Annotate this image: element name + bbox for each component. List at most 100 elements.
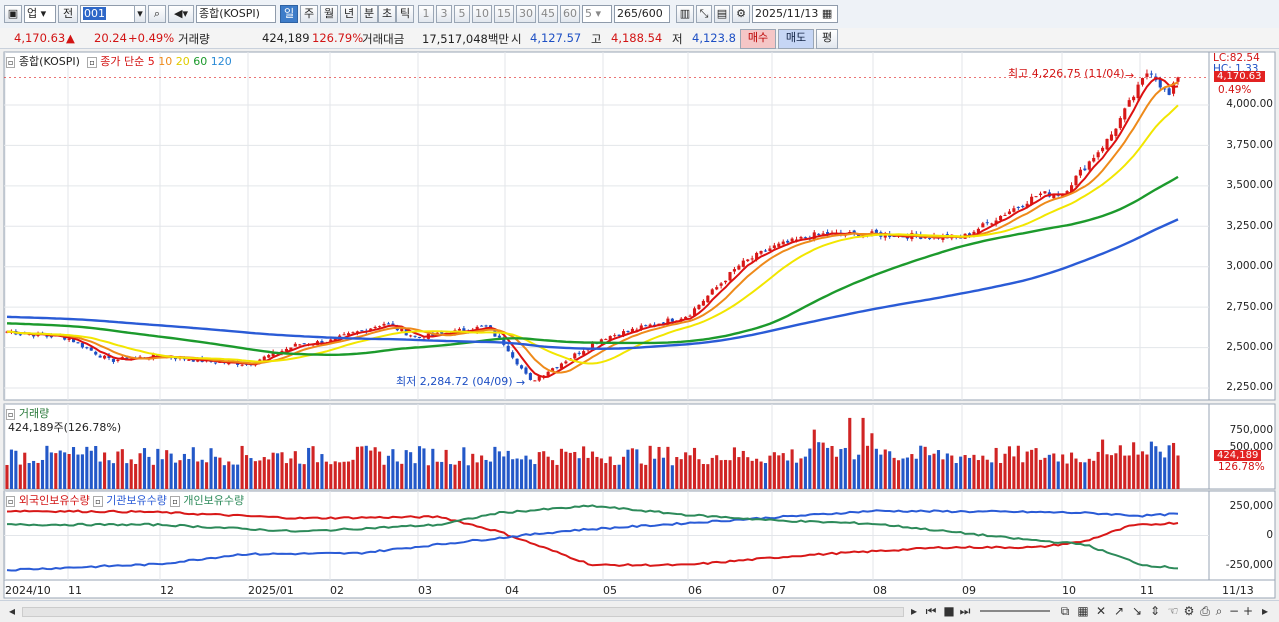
candle: [630, 328, 634, 332]
candle: [559, 363, 564, 369]
period-second[interactable]: 초: [378, 5, 396, 23]
minute-3[interactable]: 3: [436, 5, 452, 23]
volume-bar: [253, 461, 257, 489]
scrollbar[interactable]: [22, 607, 904, 617]
chart-canvas[interactable]: →→: [0, 48, 1279, 621]
hand-icon[interactable]: ☜: [1167, 604, 1179, 618]
grid-icon[interactable]: ▦: [1077, 604, 1089, 618]
minute-60[interactable]: 60: [560, 5, 580, 23]
zoom-icon[interactable]: ⌕: [1215, 604, 1223, 618]
index-name: 종합(KOSPI): [18, 55, 80, 68]
volume-bar: [888, 451, 892, 489]
volume-bar: [794, 462, 799, 489]
volume-bar: [27, 463, 31, 489]
volume-bar: [49, 452, 53, 489]
scroll-left-icon[interactable]: ◂: [8, 604, 16, 618]
copy-icon[interactable]: ⧉: [1060, 604, 1070, 618]
minute-5[interactable]: 5: [454, 5, 470, 23]
volume-bar: [453, 464, 457, 489]
zoom-slider[interactable]: [980, 610, 1050, 612]
candle: [692, 308, 697, 316]
minute-45[interactable]: 45: [538, 5, 558, 23]
volume-bar: [715, 455, 719, 489]
volume-bar: [732, 447, 736, 489]
volume-bar: [1052, 453, 1056, 489]
period-day[interactable]: 일: [280, 5, 298, 23]
volume-bar: [182, 453, 186, 489]
speaker-icon[interactable]: ◀▾: [168, 5, 194, 23]
ma-menu-icon[interactable]: ▫: [87, 57, 97, 68]
volume-bar: [391, 449, 395, 489]
volume-bar: [551, 460, 555, 489]
candle-icon[interactable]: ▥: [676, 5, 694, 23]
save-icon[interactable]: ▤: [714, 5, 730, 23]
minute-30[interactable]: 30: [516, 5, 536, 23]
volume-bar: [449, 464, 453, 489]
layout-icon[interactable]: ▣: [4, 5, 22, 23]
candle: [89, 347, 93, 351]
x-label: 12: [160, 584, 174, 597]
volume-bar: [981, 455, 985, 489]
pane-menu-icon[interactable]: ▫: [6, 409, 16, 420]
volume-bar: [165, 450, 169, 489]
tool-icon[interactable]: ⤡: [696, 5, 712, 23]
buy-button[interactable]: 매수: [740, 29, 776, 49]
market-select[interactable]: 업 ▾: [24, 5, 56, 23]
settings-icon[interactable]: ⚙: [1183, 604, 1195, 618]
period-tick[interactable]: 틱: [396, 5, 414, 23]
candle: [710, 289, 714, 295]
period-year[interactable]: 년: [340, 5, 358, 23]
period-week[interactable]: 주: [300, 5, 318, 23]
code-dropdown-icon[interactable]: ▾: [134, 5, 146, 23]
sell-button[interactable]: 매도: [778, 29, 814, 49]
date-input[interactable]: 2025/11/13 ▦: [752, 5, 838, 23]
period-minute[interactable]: 분: [360, 5, 378, 23]
volume-bar: [967, 457, 972, 489]
next-icon[interactable]: ⏭: [959, 604, 971, 618]
draw-icon[interactable]: ↘: [1131, 604, 1143, 618]
search-icon[interactable]: ⌕: [148, 5, 166, 23]
volume-bar: [719, 460, 723, 489]
volume-bar: [431, 448, 435, 489]
plus-icon[interactable]: +: [1242, 604, 1254, 618]
stop-icon[interactable]: ■: [943, 604, 955, 618]
volume-bar: [355, 446, 359, 489]
candle: [1118, 118, 1122, 129]
candle: [1003, 214, 1007, 216]
x-label: 10: [1062, 584, 1076, 597]
minute-10[interactable]: 10: [472, 5, 492, 23]
pane-menu-icon[interactable]: ▫: [93, 496, 103, 507]
volume-bar: [71, 447, 76, 489]
mode-button[interactable]: 전: [58, 5, 78, 23]
pan-icon[interactable]: ⇕: [1149, 604, 1161, 618]
minute-1[interactable]: 1: [418, 5, 434, 23]
volume-bar: [923, 446, 927, 489]
volume-bar: [821, 442, 825, 489]
draw-icon[interactable]: ↗: [1113, 604, 1125, 618]
pane-menu-icon[interactable]: ▫: [6, 57, 16, 68]
cross-icon[interactable]: ✕: [1095, 604, 1107, 618]
candle: [63, 336, 67, 340]
unit-select[interactable]: 5 ▾: [582, 5, 612, 23]
pane-menu-icon[interactable]: ▫: [6, 496, 16, 507]
export-icon[interactable]: ⎙: [1200, 604, 1210, 618]
gear-icon[interactable]: ⚙: [732, 5, 750, 23]
eval-button[interactable]: 평: [816, 29, 838, 49]
scroll-right-icon[interactable]: ▸: [910, 604, 918, 618]
count-input[interactable]: 265/600: [614, 5, 670, 23]
pane-menu-icon[interactable]: ▫: [170, 496, 180, 507]
volume-bar: [617, 464, 621, 489]
scroll-right-end-icon[interactable]: ▸: [1261, 604, 1269, 618]
period-month[interactable]: 월: [320, 5, 338, 23]
volume-bar: [395, 461, 399, 489]
first-icon[interactable]: ⏮: [925, 604, 937, 618]
candle: [289, 347, 293, 350]
institution-label: 기관보유수량: [106, 494, 167, 507]
code-input[interactable]: 001: [80, 5, 144, 23]
volume-bar: [236, 464, 240, 489]
minus-icon[interactable]: −: [1228, 604, 1240, 618]
minute-15[interactable]: 15: [494, 5, 514, 23]
volume-bar: [1172, 442, 1176, 489]
candle: [768, 248, 772, 251]
candle: [1140, 78, 1145, 85]
